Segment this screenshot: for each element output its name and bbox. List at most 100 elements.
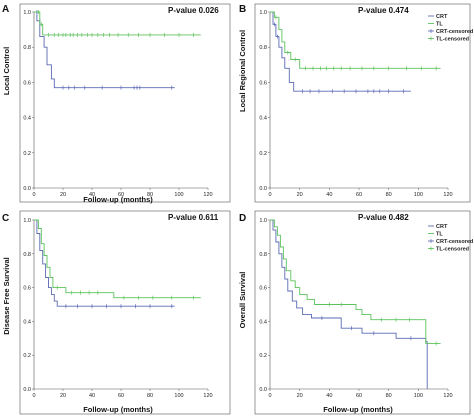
panel-a-xtick-label: 120: [203, 192, 212, 198]
panel-d-ytick-label: 0.0: [259, 387, 267, 393]
panel-d-xtick-label: 40: [326, 393, 332, 399]
panel-d-legend-label: TL-censored: [436, 247, 469, 253]
panel-b-tl-curve: [270, 11, 441, 69]
panel-a-ytick-label: 0.6: [23, 80, 31, 86]
panel-d-xtick-label: 120: [443, 393, 452, 399]
panel-b-legend-label: CRT: [436, 14, 448, 20]
panel-d-legend-label: CRT: [436, 224, 448, 230]
panel-d-ytick-label: 0.8: [259, 252, 267, 258]
panel-a-letter: A: [2, 4, 9, 15]
panel-a-crt-curve: [34, 11, 175, 89]
panel-c: C P-value 0.611 Disease Free Survival Fo…: [2, 210, 231, 415]
panel-d-ylabel: Overall Survival: [238, 272, 247, 329]
panel-b-ytick-label: 0.6: [259, 80, 267, 86]
panel-a-pvalue: P-value 0.026: [168, 6, 219, 15]
panel-d-ytick-label: 0.4: [259, 319, 267, 325]
panel-c-crt-curve: [34, 219, 175, 307]
panel-c-ytick-label: 0.2: [23, 353, 31, 359]
panel-a: A P-value 0.026 Local Control Follow-up …: [2, 3, 231, 204]
panel-a-ticks: 0 20 40 60 80 100 120 0.0 0.2 0.4 0.6 0.8 1.0: [23, 10, 212, 198]
panel-b-ytick-label: 0.8: [259, 45, 267, 51]
panel-b-ytick-label: 0.0: [259, 186, 267, 192]
panel-b-plot: [270, 11, 441, 94]
panel-d-ytick-label: 0.6: [259, 286, 267, 292]
panel-a-xtick-label: 20: [60, 192, 66, 198]
panel-d-ticks: 0 20 40 60 80 100 120 0.0 0.2 0.4 0.6 0.8 1.0: [259, 218, 452, 399]
panel-c-ytick-label: 0.6: [23, 286, 31, 292]
panel-b-xtick-label: 20: [297, 192, 303, 198]
panel-b-letter: B: [239, 4, 246, 15]
panel-c-letter: C: [2, 213, 9, 224]
panel-c-ytick-label: 0.0: [23, 387, 31, 393]
panel-b-xtick-label: 80: [386, 192, 392, 198]
panel-a-ytick-label: 0.2: [23, 151, 31, 157]
panel-b-pvalue: P-value 0.474: [358, 6, 409, 15]
panel-d-plot: [270, 219, 441, 389]
panel-c-xtick-label: 40: [89, 393, 95, 399]
panel-b-xtick-label: 120: [443, 192, 452, 198]
panel-d-ytick-label: 0.2: [259, 353, 267, 359]
panel-b-ylabel: Local Regional Control: [238, 30, 247, 112]
panel-a-ytick-label: 0.0: [23, 186, 31, 192]
panel-c-plot: [34, 219, 201, 309]
panel-b-legend-label: TL-censored: [436, 37, 469, 43]
panel-d-xlabel: Follow-up (months): [323, 405, 393, 414]
panel-d-frame: [254, 210, 471, 415]
panel-c-xtick-label: 80: [147, 393, 153, 399]
panel-b-ytick-label: 0.4: [259, 116, 267, 122]
panel-c-ytick-label: 0.8: [23, 252, 31, 258]
panel-a-frame: [19, 3, 231, 203]
panel-d-ytick-label: 1.0: [259, 218, 267, 224]
panel-b-ytick-label: 0.2: [259, 151, 267, 157]
panel-b: B P-value 0.474 Local Regional Control 0…: [238, 3, 473, 203]
panel-d-xtick-label: 80: [386, 393, 392, 399]
panel-c-tl-curve: [34, 219, 201, 299]
panel-b-ytick-label: 1.0: [259, 10, 267, 16]
panel-b-legend-label: CRT-censored: [436, 29, 473, 35]
panel-a-xtick-label: 80: [147, 192, 153, 198]
panel-d-xtick-label: 20: [297, 393, 303, 399]
panel-d-legend-label: CRT-censored: [436, 239, 473, 245]
panel-b-ticks: 0 20 40 60 80 100 120 0.0 0.2 0.4 0.6 0.8 1.0: [259, 10, 452, 198]
panel-c-xtick-label: 120: [203, 393, 212, 399]
panel-b-legend-label: TL: [436, 22, 443, 28]
panel-d-xtick-label: 0: [268, 393, 271, 399]
panel-c-xlabel: Follow-up (months): [83, 405, 153, 414]
panel-d-crt-curve: [270, 219, 428, 389]
panel-d-legend-label: TL: [436, 232, 443, 238]
panel-a-ytick-label: 0.8: [23, 45, 31, 51]
panel-c-xtick-label: 100: [174, 393, 183, 399]
panel-c-ytick-label: 0.4: [23, 319, 31, 325]
panel-d-letter: D: [239, 213, 246, 224]
panel-c-pvalue: P-value 0.611: [168, 213, 219, 222]
panel-c-xtick-label: 20: [60, 393, 66, 399]
panel-a-ylabel: Local Control: [2, 47, 11, 95]
panel-d-pvalue: P-value 0.482: [358, 213, 409, 222]
panel-a-xtick-label: 60: [118, 192, 124, 198]
panel-c-frame: [19, 210, 231, 415]
panel-a-xtick-label: 100: [174, 192, 183, 198]
panel-c-xtick-label: 0: [32, 393, 35, 399]
panel-b-xtick-label: 40: [326, 192, 332, 198]
panel-c-xtick-label: 60: [118, 393, 124, 399]
panel-d-tl-curve: [270, 219, 441, 344]
panel-c-ylabel: Disease Free Survival: [2, 257, 11, 335]
panel-a-plot: [34, 10, 201, 90]
panel-d: D P-value 0.482 Overall Survival Follow-…: [238, 210, 473, 415]
panel-b-frame: [254, 3, 471, 203]
panel-a-xtick-label: 0: [32, 192, 35, 198]
panel-d-xtick-label: 60: [356, 393, 362, 399]
panel-a-ytick-label: 1.0: [23, 10, 31, 16]
panel-a-xlabel: Follow-up (months): [83, 195, 153, 204]
panel-d-xtick-label: 100: [414, 393, 423, 399]
panel-b-xtick-label: 100: [414, 192, 423, 198]
panel-a-xtick-label: 40: [89, 192, 95, 198]
panel-b-xtick-label: 60: [356, 192, 362, 198]
panel-c-ytick-label: 1.0: [23, 218, 31, 224]
panel-a-ytick-label: 0.4: [23, 116, 31, 122]
panel-b-xtick-label: 0: [268, 192, 271, 198]
panel-c-ticks: 0 20 40 60 80 100 120 0.0 0.2 0.4 0.6 0.8 1.0: [23, 218, 212, 399]
